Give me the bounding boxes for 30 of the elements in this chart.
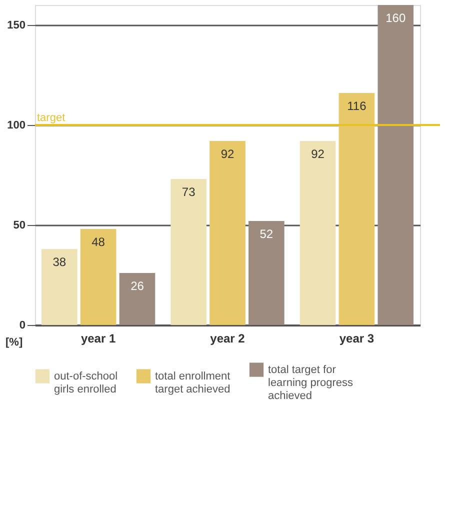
x-tick-label: year 2 [210, 332, 246, 346]
data-label: 92 [311, 147, 325, 161]
bar [338, 93, 375, 325]
data-label: 38 [52, 255, 66, 269]
data-label: 92 [220, 147, 234, 161]
y-tick-label: 150 [7, 20, 26, 32]
bar [210, 141, 246, 325]
data-label: 26 [130, 279, 144, 293]
ref-line-label: target [37, 112, 66, 124]
legend-label: total target for learning progress achieved [268, 364, 354, 402]
y-tick-label: 100 [7, 120, 26, 132]
data-label: 48 [92, 235, 106, 249]
legend-label: total enrollment target achieved [155, 370, 230, 396]
x-tick-label: year 1 [80, 332, 116, 346]
bar [80, 229, 116, 325]
y-axis-title: [%] [6, 336, 23, 348]
y-tick-label: 0 [19, 320, 26, 332]
legend-label: out-of-school girls enrolled [54, 370, 118, 396]
bar [170, 179, 206, 325]
bar [248, 221, 284, 325]
data-label: 116 [347, 99, 367, 113]
x-tick-label: year 3 [339, 332, 374, 346]
bar [378, 5, 414, 325]
data-label: 73 [182, 185, 196, 199]
data-label: 52 [260, 227, 274, 241]
bar [119, 273, 156, 325]
bar [41, 249, 78, 325]
y-tick-label: 50 [13, 220, 26, 232]
data-label: 160 [386, 11, 406, 25]
bar [300, 141, 336, 325]
